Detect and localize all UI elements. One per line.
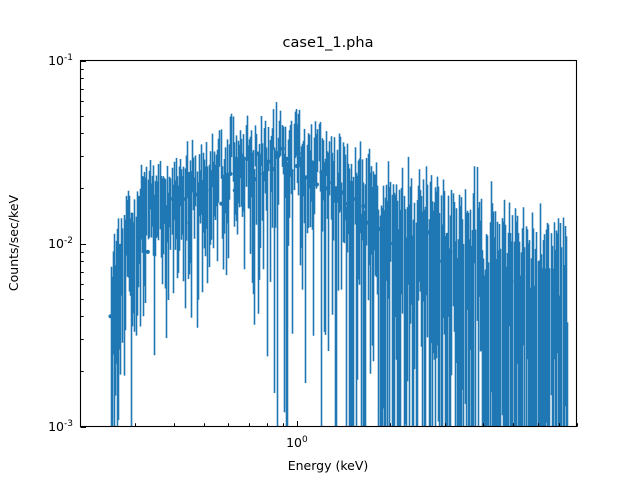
errorbar-lines <box>110 102 569 427</box>
data-point <box>330 180 335 185</box>
data-point <box>314 182 319 187</box>
data-marker-layer <box>108 146 531 323</box>
data-point <box>161 196 166 202</box>
data-point <box>266 159 271 164</box>
data-point <box>214 178 219 183</box>
data-point <box>310 162 315 167</box>
data-point <box>300 151 305 156</box>
data-point <box>223 182 229 187</box>
x-axis-ticks <box>135 421 578 427</box>
data-point <box>244 156 250 161</box>
data-point <box>356 209 361 214</box>
axes-spines <box>79 59 578 428</box>
data-point <box>193 192 198 197</box>
data-point <box>219 201 224 206</box>
data-point <box>204 188 209 193</box>
data-point <box>448 249 453 254</box>
data-point <box>128 259 133 264</box>
data-point <box>174 214 180 219</box>
x-axis-tick-labels: 100 <box>286 435 308 450</box>
data-point <box>145 249 150 254</box>
data-point <box>335 194 340 199</box>
data-point <box>388 241 393 246</box>
data-point <box>241 184 246 189</box>
data-point <box>345 201 350 206</box>
y-tick-label: 10-1 <box>48 53 73 68</box>
data-point <box>285 156 290 161</box>
data-point <box>276 154 281 159</box>
data-point <box>252 177 257 182</box>
y-tick-label: 10-2 <box>48 236 73 251</box>
data-point <box>526 318 531 323</box>
data-point <box>209 175 214 180</box>
data-point <box>305 175 310 180</box>
data-point <box>248 165 253 170</box>
data-point <box>289 168 294 173</box>
data-point <box>228 171 233 176</box>
data-point <box>181 196 186 202</box>
data-point <box>261 171 266 176</box>
y-axis-label: Counts/sec/keV <box>6 194 21 291</box>
data-point <box>108 314 113 319</box>
data-point <box>187 220 192 225</box>
data-point <box>198 186 204 191</box>
data-point <box>236 167 242 172</box>
data-point <box>168 196 173 202</box>
data-point <box>509 279 514 284</box>
data-point <box>280 146 285 151</box>
x-tick-label: 100 <box>286 435 308 450</box>
data-point <box>426 230 431 235</box>
data-point <box>232 188 237 193</box>
axes-frame <box>79 59 578 428</box>
data-point <box>382 223 387 228</box>
data-point <box>118 282 123 287</box>
data-point <box>371 211 376 217</box>
y-axis-tick-labels: 10-1 10-2 10-3 <box>48 53 73 434</box>
data-point <box>324 186 329 191</box>
data-point <box>366 220 371 225</box>
plot-title-group: case1_1.pha <box>283 35 374 51</box>
y-tick-label: 10-3 <box>48 419 73 434</box>
data-point <box>294 163 299 169</box>
data-point <box>153 230 158 235</box>
data-point <box>271 167 276 172</box>
x-axis-label: Energy (keV) <box>288 458 369 473</box>
data-point <box>319 170 324 175</box>
data-point <box>361 204 366 209</box>
y-axis-ticks <box>80 61 86 428</box>
data-point <box>137 226 142 232</box>
page-title: case1_1.pha <box>283 35 374 51</box>
data-point <box>404 237 409 242</box>
data-point <box>376 226 381 232</box>
errorbar-layer <box>110 102 569 427</box>
data-point <box>340 190 345 195</box>
data-point <box>351 196 356 202</box>
data-point <box>459 267 464 272</box>
data-point <box>437 259 442 264</box>
data-point <box>256 151 261 156</box>
